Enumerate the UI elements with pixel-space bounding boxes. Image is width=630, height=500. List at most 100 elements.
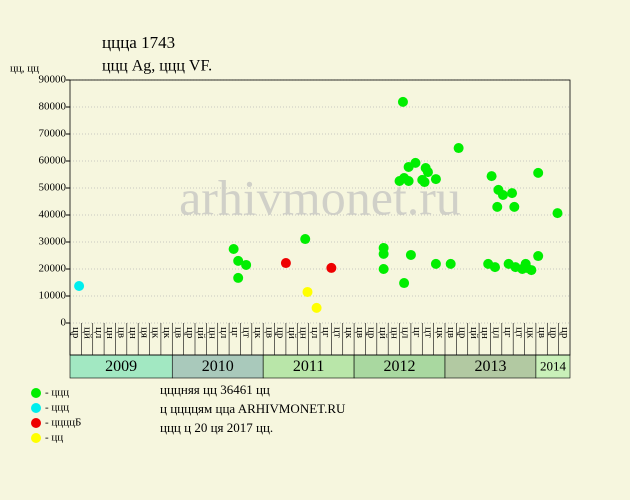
y-tick-label: 90000 [39,74,67,86]
year-label: 2014 [540,358,567,373]
x-tick-label: цг [320,327,332,338]
x-tick-label: цк [434,327,446,339]
x-tick-label: цв [354,327,366,338]
x-tick-label: цй [286,327,298,339]
y-tick-label: 60000 [39,155,67,167]
x-tick-label: цв [172,327,184,338]
data-point [228,244,239,255]
data-point [378,264,389,274]
data-point [486,171,497,182]
data-point [397,96,408,107]
plot-frame [69,79,571,356]
x-tick-label: цл [309,327,321,339]
data-point [419,177,430,188]
x-tick-label: цк [150,327,162,339]
y-tick-label: 10000 [39,290,67,302]
x-tick-label: цт [513,327,525,338]
legend-marker [31,403,41,413]
y-tick-label: 40000 [39,209,67,221]
data-point [533,167,544,178]
x-tick-label: цй [377,327,389,339]
x-tick-label: цг [229,327,241,338]
data-point [453,143,464,154]
data-point [241,259,252,270]
x-tick-label: цл [491,327,503,339]
y-tick-label: 0 [61,317,67,329]
x-tick-label: цл [93,327,105,339]
legend-label: - ццц [45,402,69,414]
data-point [378,248,389,259]
x-tick-label: цт [241,327,253,338]
year-label: 2013 [474,358,506,375]
x-tick-label: цр [275,327,287,339]
chart-title: ццца 1743 [102,33,175,52]
data-point [403,175,414,186]
x-tick-label: цр [559,327,571,339]
x-tick-label: цн [297,327,309,339]
note: цццняя цц 36461 цц [160,382,270,397]
x-tick-label: цр [547,327,559,339]
legend-label: - цц [45,432,63,444]
x-tick-label: цр [184,327,196,339]
data-point [490,262,500,273]
y-tick-label: 50000 [39,182,67,194]
data-point [507,188,518,199]
data-point [326,262,337,273]
y-tick-label: 30000 [39,236,67,248]
data-point [233,272,244,283]
x-tick-label: цр [366,327,378,339]
data-point [410,157,421,168]
data-point [399,278,410,289]
x-tick-label: цй [82,327,94,339]
data-point [311,302,322,313]
x-tick-label: цг [411,327,423,338]
data-point [497,190,508,201]
watermark: arhivmonet.ru [179,169,461,225]
note: ццц ц 20 ця 2017 цц. [160,420,273,435]
y-tick-label: 20000 [39,263,67,275]
data-point [233,255,244,266]
x-tick-label: цв [116,327,128,338]
chart-subtitle: ццц Ag, ццц VF. [102,58,212,75]
x-tick-label: цн [479,327,491,339]
x-tick-label: цл [400,327,412,339]
x-tick-label: цт [422,327,434,338]
x-tick-label: цг [502,327,514,338]
data-point [405,249,416,260]
x-tick-label: цй [195,327,207,339]
y-tick-label: 70000 [39,128,67,140]
data-point [526,265,537,276]
x-tick-label: цт [332,327,344,338]
x-tick-label: цн [207,327,219,339]
x-tick-label: цл [218,327,230,339]
data-point [302,286,313,297]
x-tick-label: цк [525,327,537,339]
year-label: 2009 [105,358,137,375]
data-point [445,258,456,269]
x-tick-label: цв [445,327,457,338]
x-tick-label: цн [104,327,116,339]
data-point [533,251,544,262]
year-label: 2012 [384,358,416,375]
data-point [74,281,85,292]
x-tick-label: цн [127,327,139,339]
x-tick-label: цв [263,327,275,338]
x-tick-label: цк [161,327,173,339]
x-tick-label: цк [252,327,264,339]
data-point [492,201,503,212]
note: ц ццццям ццa ARHIVMONET.RU [160,401,346,416]
x-tick-label: цк [343,327,355,339]
x-tick-label: цй [468,327,480,339]
data-point [280,258,291,269]
data-point [430,174,441,185]
data-point [422,167,433,178]
legend-marker [31,418,41,428]
y-axis-label: цц, цц [10,63,39,75]
x-tick-label: цн [388,327,400,339]
data-point [430,258,441,269]
legend-marker [31,433,41,443]
x-tick-label: цр [70,327,82,339]
year-label: 2011 [293,358,324,375]
data-point [300,234,311,245]
